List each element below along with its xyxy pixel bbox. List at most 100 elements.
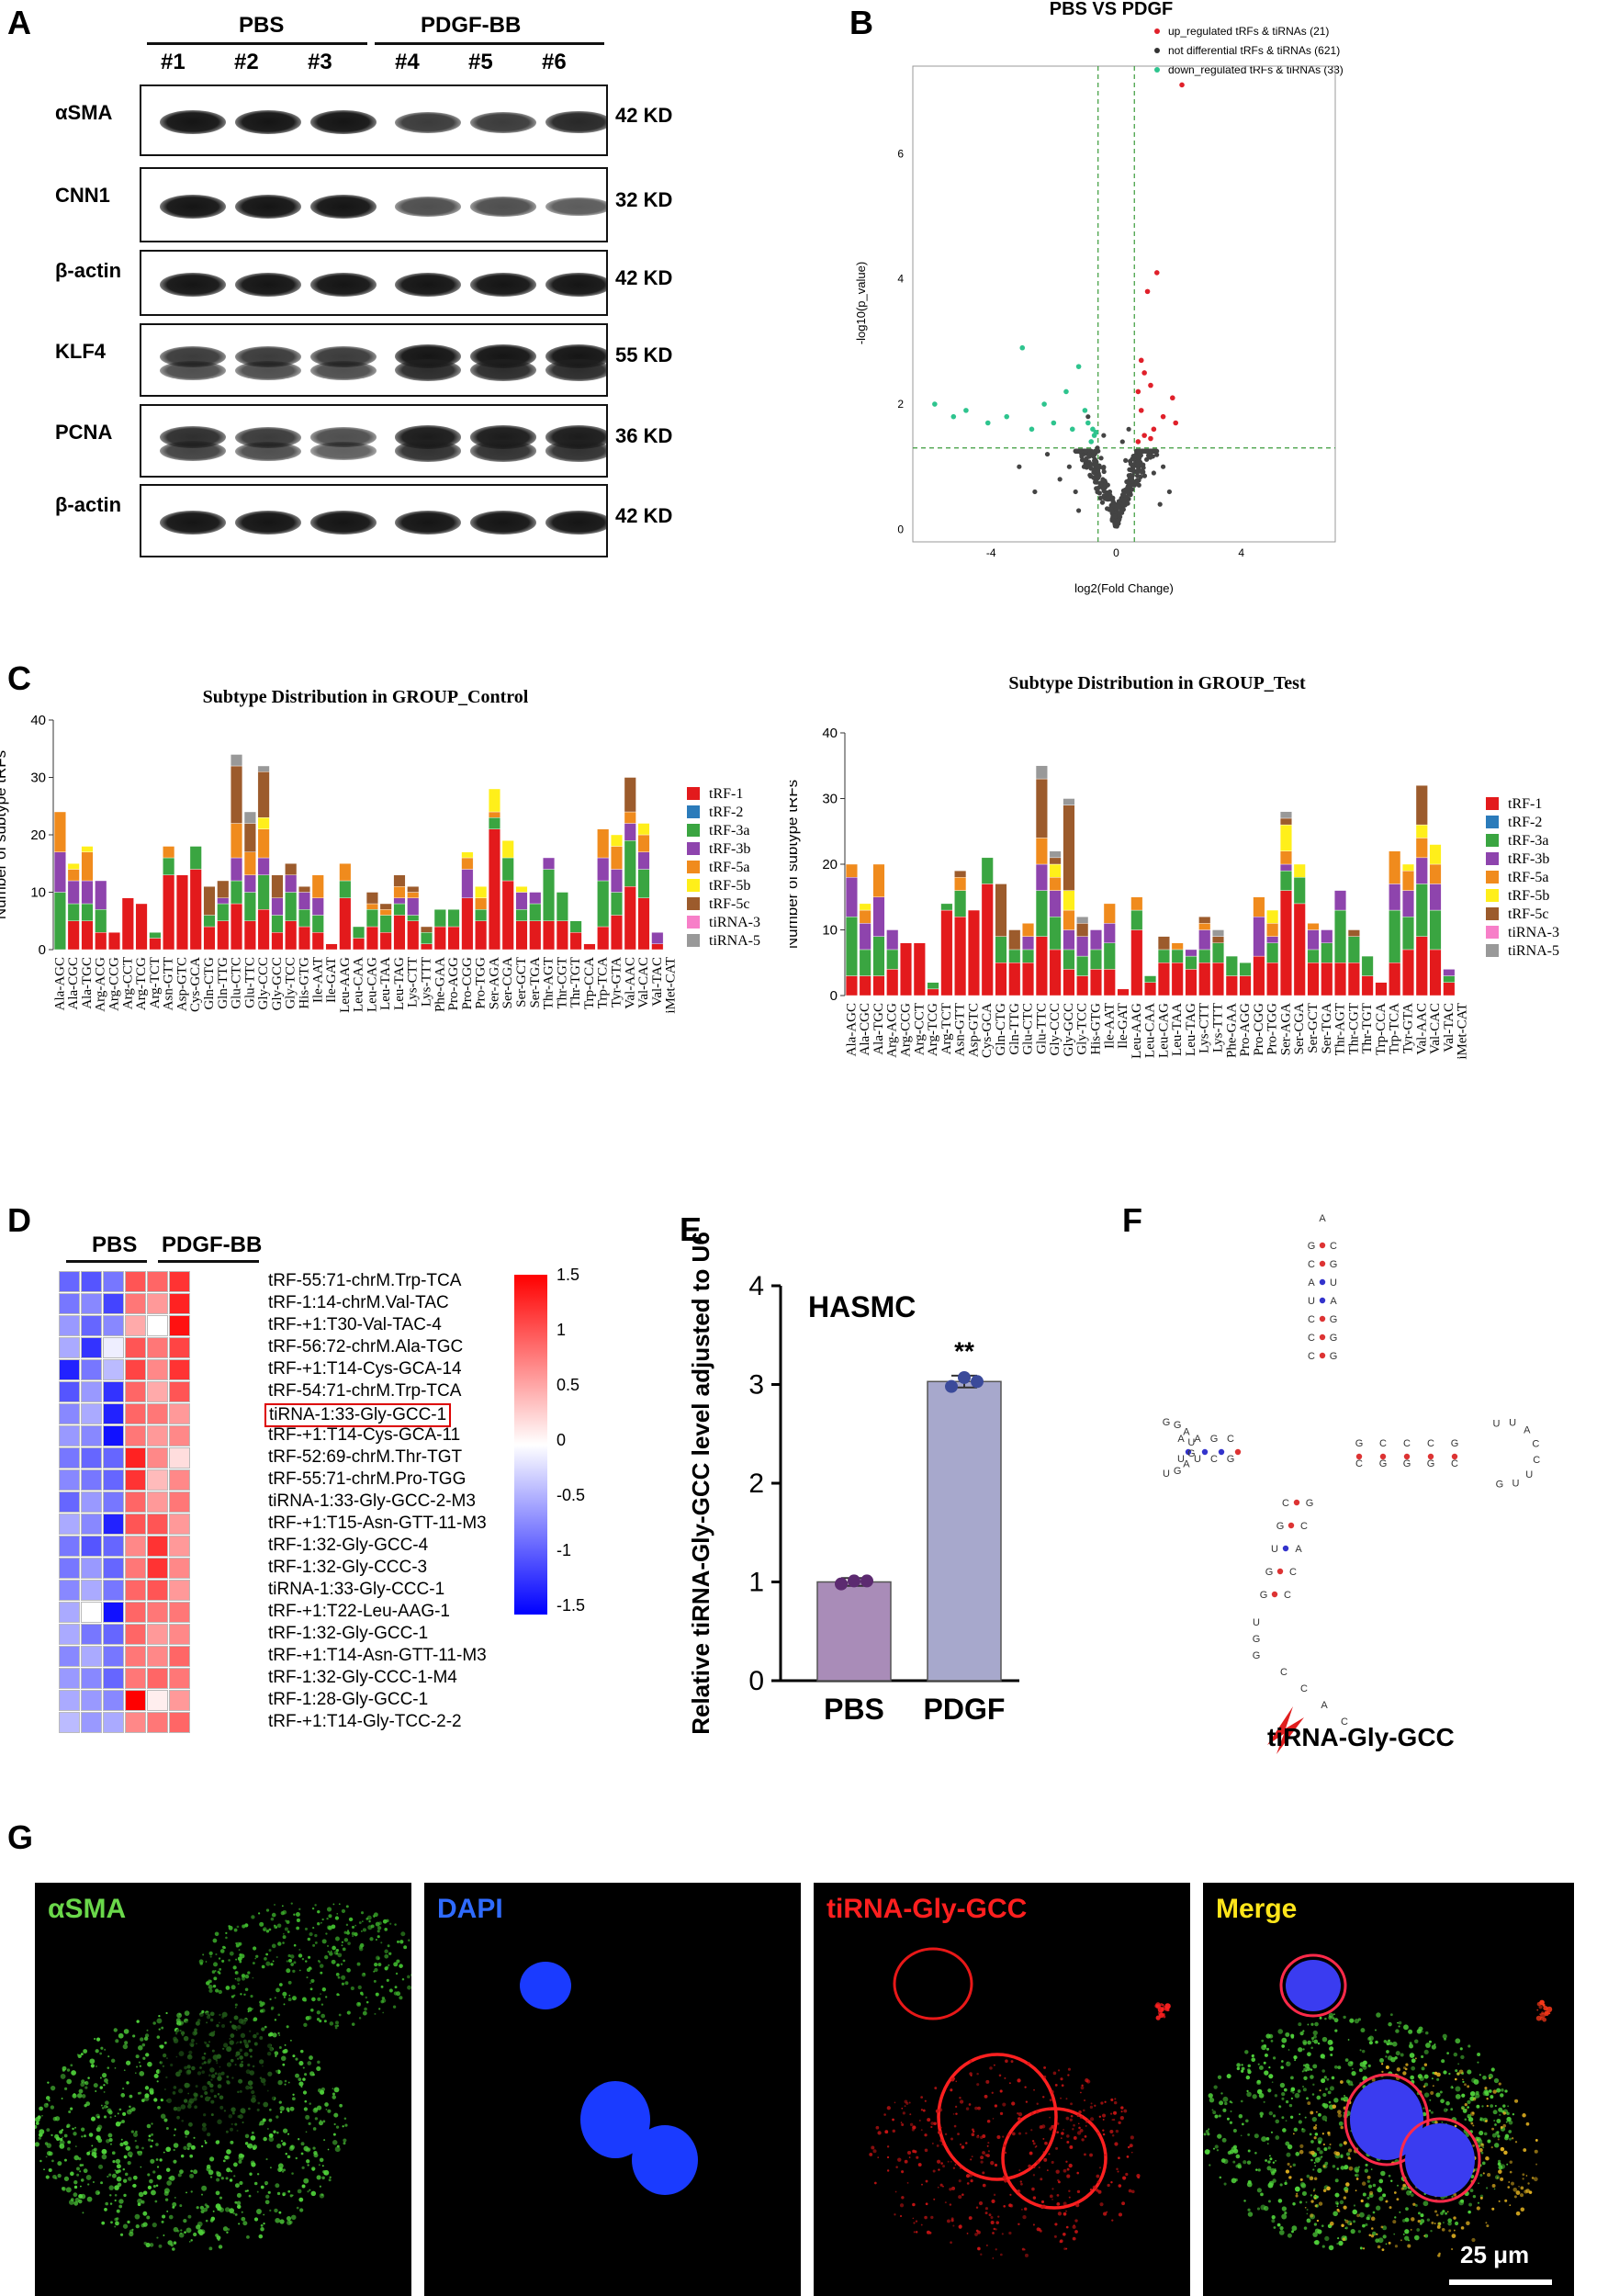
volcano-point-ns <box>1088 462 1094 467</box>
bar-segment <box>981 884 994 996</box>
x-tick-label: PBS <box>824 1693 884 1726</box>
signal-dot <box>272 1960 275 1963</box>
signal-dot <box>144 2033 150 2038</box>
signal-dot <box>283 1932 285 1935</box>
signal-dot <box>321 1986 327 1992</box>
signal-dot <box>1316 2219 1320 2223</box>
bar-segment <box>637 834 650 852</box>
nucleotide: C <box>1533 1455 1540 1466</box>
nucleotide: G <box>1306 1498 1314 1509</box>
signal-dot <box>51 2159 54 2163</box>
signal-dot <box>1417 2212 1421 2215</box>
volcano-ytick: 6 <box>897 147 904 160</box>
volcano-point-up <box>1151 426 1157 433</box>
signal-dot <box>1290 2076 1294 2080</box>
signal-dot <box>225 1931 228 1934</box>
x-tick-label: Arg-CCT <box>912 1003 927 1055</box>
nucleotide: G <box>1330 1351 1338 1362</box>
signal-dot <box>1203 2133 1207 2136</box>
signal-dot <box>113 2028 118 2032</box>
signal-dot <box>1402 2066 1406 2070</box>
signal-dot <box>1496 2177 1499 2179</box>
signal-dot <box>64 2087 68 2090</box>
signal-dot <box>1342 2237 1346 2241</box>
bar-segment <box>501 857 514 882</box>
legend-label: tRF-5b <box>1508 888 1549 904</box>
signal-dot <box>1429 2099 1432 2101</box>
blot-band <box>545 359 606 381</box>
signal-dot <box>1066 2140 1070 2144</box>
signal-dot <box>1314 2204 1318 2208</box>
signal-dot <box>1375 2029 1377 2032</box>
heatmap-cell <box>81 1425 102 1446</box>
signal-dot <box>111 2151 116 2155</box>
bar-segment <box>515 909 528 921</box>
blot-band <box>470 273 536 297</box>
bar-segment <box>1144 975 1157 983</box>
signal-dot <box>399 1996 403 2000</box>
heatmap-row-label: tRF-+1:T15-Asn-GTT-11-M3 <box>268 1514 487 1533</box>
signal-dot <box>1002 2102 1006 2107</box>
signal-dot <box>966 2182 970 2185</box>
heatmap-cell <box>59 1646 80 1667</box>
signal-dot <box>1277 2199 1283 2203</box>
signal-dot <box>1281 2060 1284 2063</box>
signal-dot <box>1051 2160 1054 2164</box>
bar-segment <box>1157 949 1170 963</box>
signal-dot <box>400 1931 406 1937</box>
x-tick-label: Phe-GAA <box>1224 1003 1239 1058</box>
signal-dot <box>1389 2206 1392 2210</box>
signal-dot <box>872 2149 877 2154</box>
signal-dot <box>229 2208 235 2214</box>
signal-dot <box>1313 2039 1319 2044</box>
signal-dot <box>1455 2069 1458 2073</box>
signal-dot <box>321 1918 324 1921</box>
bar-segment <box>1076 975 1089 996</box>
signal-dot <box>336 1913 339 1915</box>
base-pair-dot <box>1319 1242 1326 1249</box>
bar-segment <box>1212 929 1225 937</box>
signal-dot <box>1310 2068 1313 2071</box>
signal-dot <box>322 2120 326 2123</box>
signal-dot <box>158 2244 163 2248</box>
signal-dot <box>1445 2212 1448 2215</box>
signal-dot <box>1469 2090 1476 2097</box>
signal-dot <box>1378 2178 1384 2184</box>
signal-dot <box>283 1996 286 1998</box>
signal-dot <box>1322 2189 1327 2192</box>
signal-dot <box>1393 2233 1396 2235</box>
signal-dot <box>1314 2021 1319 2027</box>
bar-segment <box>407 897 420 916</box>
bar-segment <box>365 926 378 951</box>
signal-dot <box>1229 2121 1233 2124</box>
volcano-point-ns <box>1123 457 1129 463</box>
signal-dot <box>218 1972 221 1975</box>
signal-dot <box>96 2065 97 2067</box>
bar-segment <box>421 932 433 944</box>
heatmap-cell <box>103 1536 124 1557</box>
signal-dot <box>118 2199 124 2204</box>
signal-dot <box>1328 2100 1332 2104</box>
signal-dot <box>338 1903 341 1906</box>
bar-segment <box>475 897 488 910</box>
signal-dot <box>976 2083 980 2087</box>
signal-dot <box>1301 2128 1306 2133</box>
signal-dot <box>1160 2003 1164 2007</box>
x-tick-label: Gly-TCC <box>1075 1003 1090 1055</box>
signal-dot <box>1307 2023 1310 2026</box>
signal-dot <box>351 1925 355 1929</box>
signal-dot <box>1065 2098 1068 2100</box>
signal-dot <box>1310 2046 1313 2049</box>
legend-label: tiRNA-5 <box>1508 943 1559 959</box>
signal-dot <box>122 2088 125 2090</box>
signal-dot <box>1469 2189 1474 2193</box>
signal-dot <box>984 2094 988 2099</box>
signal-dot <box>149 2178 153 2184</box>
signal-dot <box>1498 2082 1501 2086</box>
signal-dot <box>325 1932 328 1935</box>
signal-dot <box>1254 2133 1259 2139</box>
signal-dot <box>401 1977 405 1981</box>
signal-dot <box>273 1924 276 1927</box>
signal-dot <box>1323 2076 1327 2079</box>
signal-dot <box>1307 2101 1311 2105</box>
